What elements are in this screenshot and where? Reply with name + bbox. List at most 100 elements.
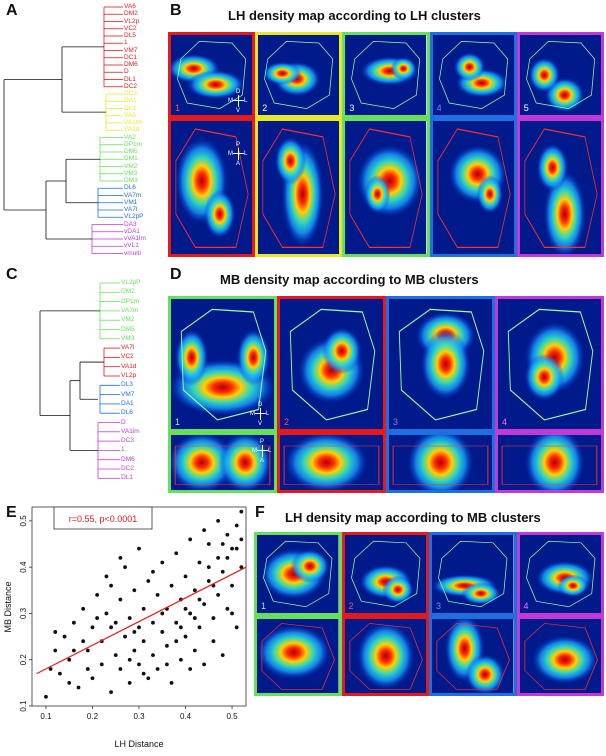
dendrogram-leaf-label: D: [124, 68, 129, 76]
scatter-point: [104, 611, 109, 616]
panel-label-b: B: [170, 2, 182, 19]
dendrogram-leaf-label: DC2: [121, 465, 135, 472]
dendrogram-leaf-label: VM3: [121, 334, 135, 342]
dendrogram-leaf-label: VA7m: [121, 306, 139, 314]
x-tick-label: 0.3: [133, 712, 145, 721]
density-heatmap: [280, 299, 383, 429]
density-heatmap: [345, 35, 427, 115]
density-heatmap: [519, 35, 601, 115]
dendrogram-c: VL2pP DM2 DP1m VA7m VM2 DM5 VM3 VA7l VC2 VA1d VL2p…: [0, 266, 170, 496]
scatter-point: [192, 648, 197, 653]
dendrogram-leaf-label: DM3: [124, 177, 138, 184]
scatter-point: [44, 694, 48, 699]
tile-number: 2: [284, 417, 290, 427]
scatter-point: [174, 620, 179, 625]
tile-number: 3: [393, 417, 399, 427]
y-tick-label: 0.2: [19, 654, 28, 666]
dendrogram-leaf-label: VM2: [121, 316, 135, 324]
dendrogram-c-leaves: VL2pP DM2 DP1m VA7m VM2 DM5 VM3 VA7l VC2 VA1d VL2p…: [121, 266, 170, 496]
scatter-point: [234, 625, 239, 630]
dendrogram-leaf-label: DA1: [124, 97, 137, 105]
density-heatmap: [519, 121, 601, 254]
x-ticks: 0.1 0.2 0.3 0.4 0.5: [40, 706, 238, 721]
scatter-point: [239, 565, 244, 570]
scatter-point: [220, 569, 225, 574]
scatter-point: [76, 685, 81, 690]
scatter-point: [146, 676, 151, 681]
x-tick-label: 0.4: [180, 712, 192, 721]
panel-d-title: MB density map according to MB clusters: [220, 272, 479, 287]
scatter-point: [225, 532, 230, 537]
dendrogram-leaf-label: VC2: [124, 24, 137, 32]
dendrogram-c-tree: [39, 282, 120, 479]
panel-f-title: LH density map according to MB clusters: [285, 510, 541, 525]
dendrogram-leaf-label: vmulti: [124, 249, 141, 257]
dendrogram-leaf-label: VA5: [124, 111, 136, 119]
scatter-point: [183, 634, 188, 639]
y-tick-label: 0.3: [19, 607, 28, 619]
scatter-point: [206, 542, 211, 546]
dendrogram-leaf-label: 1: [121, 446, 125, 454]
y-axis-label: MB Distance: [3, 581, 13, 632]
dendrogram-leaf-label: DC3: [121, 437, 135, 445]
scatter-point: [123, 565, 127, 570]
density-tile-f-3-bottom: [429, 616, 517, 696]
orientation-down: V: [236, 108, 241, 114]
scatter-point: [81, 639, 86, 644]
scatter-point: [183, 574, 188, 579]
scatter-point: [230, 583, 234, 588]
orientation-left: M: [250, 411, 255, 417]
scatter-point: [141, 639, 146, 644]
dendrogram-leaf-label: vDA1: [124, 227, 140, 235]
dendrogram-leaf-label: DM5: [121, 325, 135, 333]
scatter-point: [211, 639, 216, 644]
density-heatmap: [389, 299, 492, 429]
density-heatmap: [171, 299, 274, 429]
dendrogram-a-tree: [3, 6, 123, 254]
scatter-point: [202, 602, 207, 607]
dendrogram-leaf-label: DC1: [124, 53, 138, 61]
y-tick-label: 0.5: [19, 515, 28, 527]
scatter-point: [206, 565, 211, 570]
scatter-point: [137, 662, 141, 667]
density-heatmap: [171, 435, 274, 490]
scatter-point: [197, 560, 202, 565]
scatter-point: [216, 518, 220, 523]
scatter-point: [113, 620, 118, 625]
dendrogram-leaf-label: D: [121, 418, 126, 426]
panel-b-title: LH density map according to LH clusters: [228, 8, 481, 23]
y-tick-label: 0.4: [19, 561, 28, 573]
scatter-point: [109, 625, 113, 630]
orientation-left: M: [228, 98, 233, 104]
dendrogram-leaf-label: VL2p: [124, 17, 140, 25]
scatter-point: [85, 648, 90, 653]
density-heatmap: [432, 121, 514, 254]
scatter-point: [165, 662, 169, 667]
density-tile-f-3-top: 3: [429, 532, 517, 616]
density-tile-b-1-bottom: [168, 118, 256, 257]
scatter-point: [81, 606, 86, 611]
tile-number: 4: [502, 417, 508, 427]
density-tile-d-3-bottom: [386, 432, 495, 493]
orientation-up: D: [236, 89, 241, 95]
scatter-point: [67, 680, 72, 685]
density-heatmap: [432, 35, 514, 115]
density-heatmap: [258, 121, 340, 254]
density-heatmap: [389, 435, 492, 490]
scatter-point: [220, 542, 225, 546]
tile-number: 1: [175, 103, 181, 113]
orientation-right: L: [268, 448, 272, 454]
scatter-point: [178, 657, 183, 662]
scatter-point: [151, 653, 155, 657]
scatter-point: [137, 546, 141, 551]
density-tile-d-1-bottom: [168, 432, 277, 493]
orientation-down: A: [260, 458, 265, 464]
tile-number: 3: [349, 103, 355, 113]
scatter-point: [151, 569, 155, 574]
dendrogram-leaf-label: DL6: [121, 409, 133, 417]
panel-label-d: D: [170, 266, 182, 283]
